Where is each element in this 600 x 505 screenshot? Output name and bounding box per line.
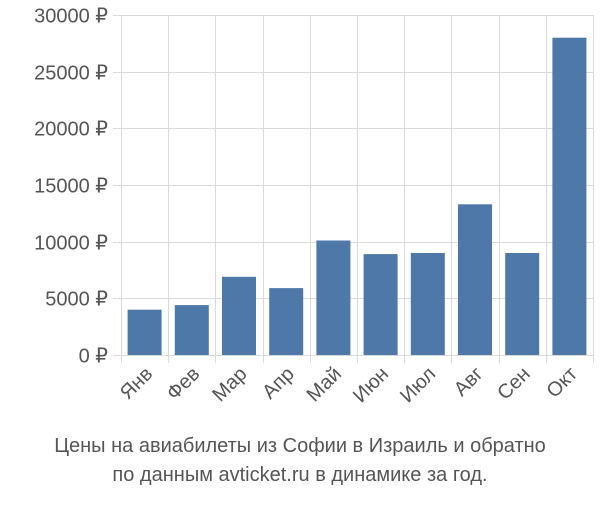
x-axis-tick-labels: Янв Фев Мар Апр Май Июн Июл Авг Сен Окт: [116, 363, 582, 407]
y-axis-tick-labels: 0 ₽ 5000 ₽ 10000 ₽ 15000 ₽ 20000 ₽ 25000 ₽ 300…: [34, 6, 108, 368]
y-tick-label: 15000 ₽: [34, 176, 108, 198]
bar-1: [174, 305, 209, 355]
bars: [127, 37, 587, 355]
x-tick-label: Июл: [396, 363, 440, 407]
bar-7: [458, 204, 492, 355]
bar-3: [269, 288, 304, 355]
x-tick-label: Сен: [493, 363, 534, 404]
x-tick-label: Янв: [116, 363, 157, 404]
bar-2: [222, 276, 256, 355]
grid-lines: [113, 15, 594, 363]
y-tick-label: 10000 ₽: [34, 233, 108, 255]
x-tick-label: Окт: [543, 363, 582, 402]
x-tick-label: Май: [303, 363, 346, 406]
x-tick-label: Июн: [349, 363, 393, 407]
chart-caption-line-2: по данным avticket.ru в динамике за год.: [112, 464, 488, 486]
chart-caption-line-1: Цены на авиабилеты из Софии в Израиль и …: [54, 435, 546, 457]
x-tick-label: Фев: [163, 363, 205, 405]
x-tick-label: Авг: [450, 363, 488, 401]
y-tick-label: 30000 ₽: [34, 6, 108, 28]
x-tick-label: Мар: [208, 363, 251, 406]
bar-8: [505, 253, 540, 355]
y-tick-label: 20000 ₽: [34, 119, 108, 141]
bar-5: [363, 254, 398, 355]
y-tick-label: 5000 ₽: [45, 289, 108, 311]
y-tick-label: 0 ₽: [79, 346, 109, 368]
y-tick-label: 25000 ₽: [34, 63, 108, 85]
x-tick-label: Апр: [258, 363, 299, 404]
bar-6: [410, 253, 445, 355]
bar-0: [127, 309, 162, 355]
bar-4: [316, 240, 351, 355]
bar-9: [552, 37, 587, 355]
